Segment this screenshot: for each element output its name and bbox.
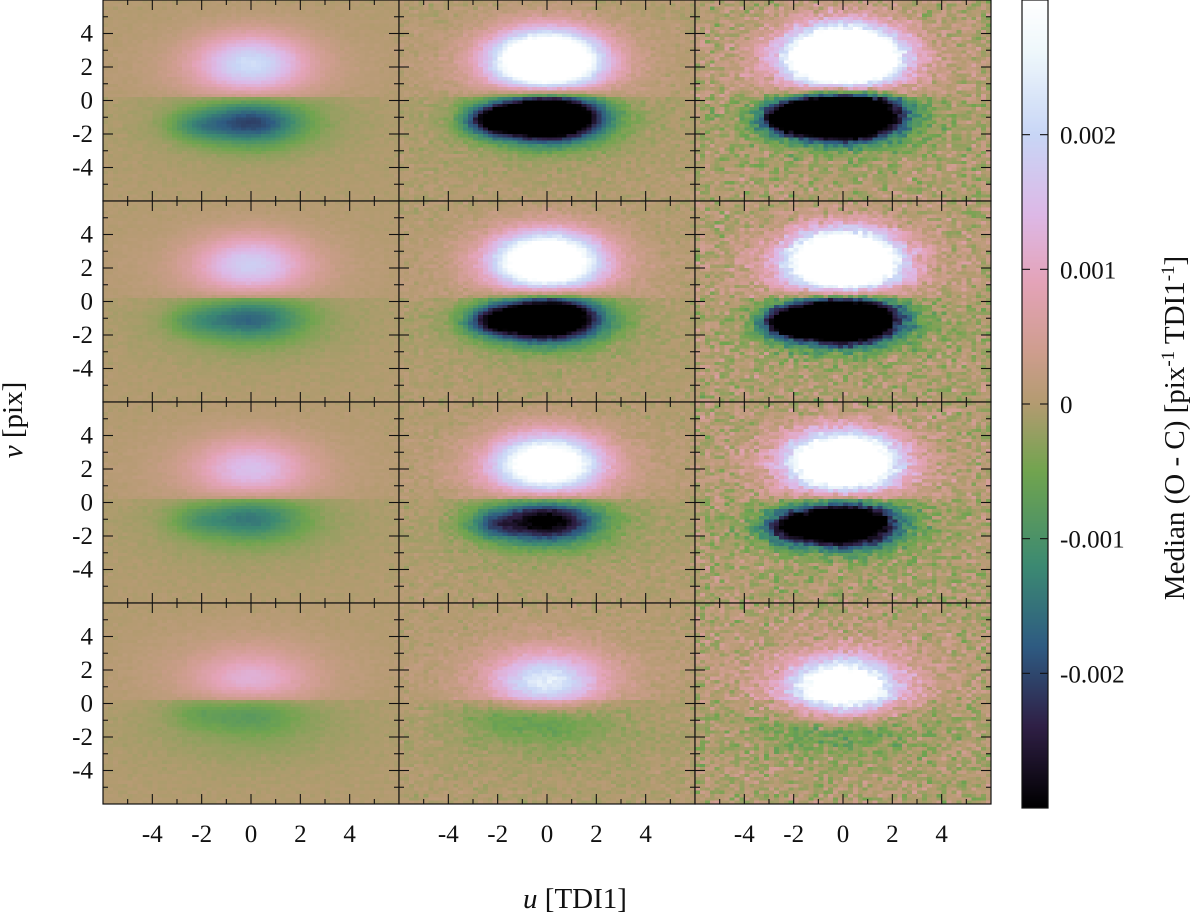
- colorbar-tick-label: -0.001: [1060, 527, 1125, 554]
- y-tick-label: 2: [81, 54, 94, 81]
- heatmap-panel-r3-c2: [399, 402, 695, 603]
- colorbar-tick-label: 0.001: [1060, 257, 1116, 284]
- x-tick-label: -4: [734, 821, 755, 848]
- x-tick-label: 4: [935, 821, 948, 848]
- y-tick-label: 0: [81, 490, 94, 517]
- y-tick-label: -4: [72, 155, 93, 182]
- y-tick-label: -2: [72, 724, 93, 751]
- y-tick-label: 2: [81, 255, 94, 282]
- y-tick-label: 0: [81, 88, 94, 115]
- x-tick-label: -4: [438, 821, 459, 848]
- colorbar-tick-label: -0.002: [1060, 661, 1125, 688]
- heatmap-panel-r4-c1: [103, 603, 399, 804]
- x-tick-label: 4: [639, 821, 652, 848]
- heatmap-panel-r3-c3: [695, 402, 991, 603]
- heatmap-panel-r1-c3: [695, 0, 991, 201]
- x-tick-label: -2: [191, 821, 212, 848]
- y-tick-label: -2: [72, 322, 93, 349]
- x-tick-label: -2: [783, 821, 804, 848]
- x-tick-label: 0: [837, 821, 850, 848]
- y-tick-label: 4: [81, 21, 94, 48]
- x-axis-label: u [TDI1]: [523, 883, 627, 915]
- y-tick-label: -2: [72, 121, 93, 148]
- x-tick-label: 0: [541, 821, 554, 848]
- y-tick-label: 4: [81, 423, 94, 450]
- colorbar-tick-label: 0: [1060, 392, 1073, 419]
- heatmap-panels: [102, 0, 992, 805]
- y-tick-label: 0: [81, 691, 94, 718]
- heatmap-panel-r4-c2: [399, 603, 695, 804]
- colorbar: -0.002 -0.001 0 0.001 0.002: [1021, 0, 1125, 809]
- colorbar-tick-label: 0.002: [1060, 123, 1116, 150]
- y-tick-label: -4: [72, 758, 93, 785]
- y-tick-label: 2: [81, 456, 94, 483]
- y-tick-label: -2: [72, 523, 93, 550]
- colorbar-label: Median (O - C) [pix-1 TDI1-1]: [1158, 256, 1191, 600]
- heatmap-panel-r2-c2: [399, 201, 695, 402]
- x-tick-label: 0: [245, 821, 258, 848]
- y-axis-label: v [pix]: [0, 382, 29, 459]
- x-tick-label: 2: [294, 821, 307, 848]
- x-tick-label: 2: [590, 821, 603, 848]
- heatmap-panel-r2-c3: [695, 201, 991, 402]
- y-tick-label: -4: [72, 356, 93, 383]
- y-tick-label: 2: [81, 657, 94, 684]
- heatmap-panel-r1-c2: [399, 0, 695, 201]
- heatmap-panel-r2-c1: [103, 201, 399, 402]
- y-tick-label: -4: [72, 557, 93, 584]
- x-tick-label: 2: [886, 821, 899, 848]
- y-tick-label: 4: [81, 222, 94, 249]
- heatmap-panel-r1-c1: [103, 0, 399, 201]
- y-tick-label: 0: [81, 289, 94, 316]
- heatmap-panel-r3-c1: [103, 402, 399, 603]
- heatmap-panel-r4-c3: [695, 603, 991, 804]
- axis-ticks: -4 -2 0 2 4 -4 -2 0 2 4 -4 -2 0 2 4 -4 -2 0 2 4 -4 -2 0 2 4 -4 -2 0…: [72, 0, 991, 848]
- x-tick-label: 4: [343, 821, 356, 848]
- x-tick-label: -2: [487, 821, 508, 848]
- x-tick-label: -4: [142, 821, 163, 848]
- y-tick-label: 4: [81, 624, 94, 651]
